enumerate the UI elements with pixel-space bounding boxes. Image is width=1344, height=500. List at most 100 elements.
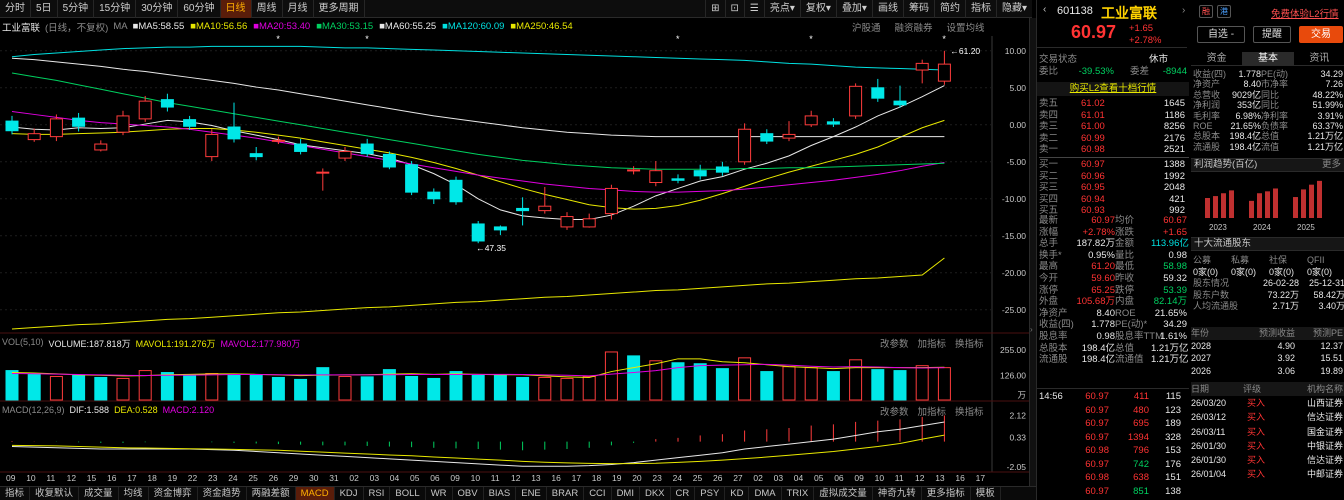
indicator-tab-4[interactable]: 资金博弈 <box>149 487 198 500</box>
period-tab-2[interactable]: 5分钟 <box>58 0 95 18</box>
volume-bar[interactable] <box>27 374 41 401</box>
indicator-tab-6[interactable]: 两融差额 <box>247 487 296 500</box>
volume-bar[interactable] <box>405 375 419 401</box>
volume-bar[interactable] <box>893 370 907 401</box>
volume-bar[interactable] <box>915 365 929 401</box>
indicator-tab-21[interactable]: KD <box>725 487 750 500</box>
period-tab-3[interactable]: 15分钟 <box>94 0 137 18</box>
indicator-tab-15[interactable]: BRAR <box>547 487 585 500</box>
volume-bar[interactable] <box>382 369 396 401</box>
volume-bar[interactable] <box>271 376 285 401</box>
volume-bar[interactable] <box>316 367 330 401</box>
candle-body[interactable] <box>49 118 63 138</box>
vol-link-2[interactable]: 换指标 <box>955 339 984 350</box>
alert-button[interactable]: 提醒 <box>1253 26 1291 43</box>
tool-button-7[interactable]: 隐藏▾ <box>995 0 1032 18</box>
period-tab-1[interactable]: 5日 <box>31 0 58 18</box>
candle-body[interactable] <box>160 99 174 108</box>
event-marker-icon[interactable]: * <box>365 34 369 44</box>
candle-body[interactable] <box>604 187 618 215</box>
candle-body[interactable] <box>116 115 130 133</box>
indicator-tab-25[interactable]: 神奇九转 <box>873 487 922 500</box>
candle-body[interactable] <box>516 207 530 212</box>
volume-bar[interactable] <box>49 375 63 401</box>
indicator-tab-19[interactable]: CR <box>671 487 696 500</box>
chart-icon-3[interactable]: ☰ <box>743 0 764 18</box>
volume-bar[interactable] <box>538 376 552 401</box>
candle-body[interactable] <box>405 164 419 193</box>
volume-bar[interactable] <box>249 374 263 401</box>
tool-button-3[interactable]: 画线 <box>871 0 903 18</box>
candle-body[interactable] <box>72 117 86 127</box>
indicator-tab-14[interactable]: ENE <box>516 487 547 500</box>
period-tab-6[interactable]: 日线 <box>220 0 252 18</box>
indicator-tab-0[interactable]: 指标 <box>0 487 31 500</box>
volume-bar[interactable] <box>183 374 197 401</box>
volume-bar[interactable] <box>116 377 130 401</box>
tool-button-1[interactable]: 复权▾ <box>799 0 836 18</box>
margin-badge[interactable]: 融 <box>1199 5 1213 18</box>
back-icon[interactable]: ‹ <box>1043 4 1047 15</box>
candle-body[interactable] <box>493 226 507 231</box>
candle-body[interactable] <box>294 143 308 152</box>
header-link-0[interactable]: 沪股通 <box>852 23 881 34</box>
period-tab-4[interactable]: 30分钟 <box>136 0 179 18</box>
candle-body[interactable] <box>849 85 863 117</box>
candle-body[interactable] <box>738 128 752 163</box>
macd-link-2[interactable]: 换指标 <box>955 407 984 418</box>
indicator-tab-9[interactable]: RSI <box>364 487 391 500</box>
volume-bar[interactable] <box>937 367 951 401</box>
next-icon[interactable]: › <box>1182 5 1186 16</box>
macd-link-1[interactable]: 加指标 <box>917 407 947 418</box>
chart-icon-2[interactable]: ⊡ <box>724 0 744 18</box>
indicator-tab-22[interactable]: DMA <box>749 487 782 500</box>
volume-bar[interactable] <box>782 366 796 401</box>
volume-bar[interactable] <box>205 373 219 401</box>
candle-body[interactable] <box>871 87 885 99</box>
volume-bar[interactable] <box>516 376 530 401</box>
candle-body[interactable] <box>382 153 396 168</box>
candle-body[interactable] <box>538 205 552 212</box>
period-tab-5[interactable]: 60分钟 <box>178 0 221 18</box>
volume-bar[interactable] <box>826 371 840 401</box>
event-marker-icon[interactable]: * <box>809 34 813 44</box>
volume-bar[interactable] <box>427 377 441 401</box>
indicator-tab-27[interactable]: 模板 <box>971 487 1001 500</box>
candle-body[interactable] <box>826 121 840 125</box>
candle-body[interactable] <box>316 171 330 174</box>
volume-bar[interactable] <box>493 374 507 401</box>
period-tab-8[interactable]: 月线 <box>283 0 314 18</box>
volume-bar[interactable] <box>449 371 463 401</box>
volume-bar[interactable] <box>138 370 152 401</box>
info-tab-2[interactable]: 资讯 <box>1309 53 1330 64</box>
indicator-tab-13[interactable]: BIAS <box>484 487 517 500</box>
candle-body[interactable] <box>227 126 241 140</box>
tool-button-0[interactable]: 亮点▾ <box>763 0 800 18</box>
period-tab-9[interactable]: 更多周期 <box>314 0 365 18</box>
candle-body[interactable] <box>27 133 41 141</box>
info-tab-0[interactable]: 资金 <box>1206 53 1227 64</box>
candle-body[interactable] <box>893 100 907 106</box>
volume-bar[interactable] <box>604 351 618 401</box>
volume-bar[interactable] <box>294 378 308 401</box>
vol-link-0[interactable]: 改参数 <box>880 339 909 350</box>
indicator-tab-24[interactable]: 虚拟成交量 <box>814 487 873 500</box>
volume-bar[interactable] <box>871 369 885 401</box>
candle-body[interactable] <box>760 133 774 142</box>
indicator-tab-8[interactable]: KDJ <box>335 487 364 500</box>
candle-body[interactable] <box>937 63 951 82</box>
indicator-tab-20[interactable]: PSY <box>695 487 726 500</box>
volume-bar[interactable] <box>160 372 174 401</box>
candle-body[interactable] <box>649 170 663 184</box>
candle-body[interactable] <box>693 170 707 177</box>
collapse-arrow-icon[interactable]: › <box>1030 325 1033 334</box>
l2-promo-link[interactable]: 免费体验L2行情 <box>1271 9 1339 20</box>
chart-icon-1[interactable]: ⊞ <box>705 0 724 18</box>
candle-body[interactable] <box>560 216 574 228</box>
tool-button-2[interactable]: 叠加▾ <box>835 0 872 18</box>
indicator-tab-10[interactable]: BOLL <box>390 487 426 500</box>
volume-bar[interactable] <box>715 368 729 401</box>
candle-body[interactable] <box>183 119 197 127</box>
event-marker-icon[interactable]: * <box>676 34 680 44</box>
volume-bar[interactable] <box>671 362 685 401</box>
